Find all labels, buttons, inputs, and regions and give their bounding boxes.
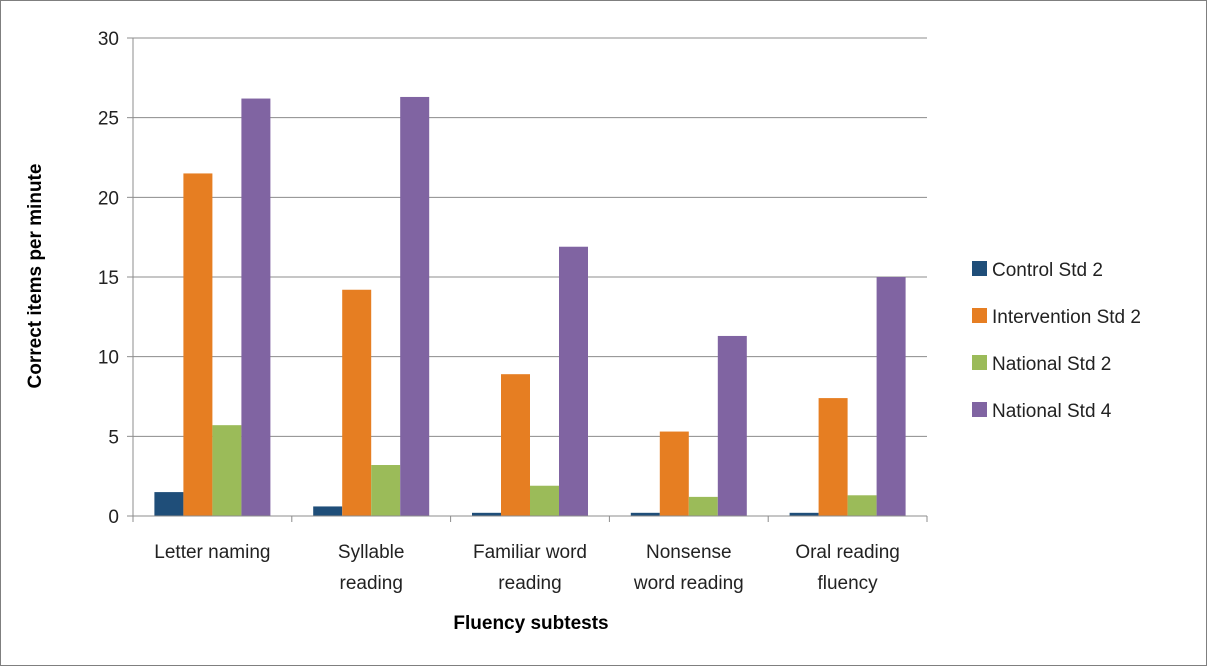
legend-label: Intervention Std 2 [992,307,1141,328]
x-tick-label: reading [340,573,403,594]
bar [342,289,372,516]
bar [659,431,689,516]
x-tick-label: reading [498,573,561,594]
y-tick-label: 5 [108,427,119,448]
x-tick-label: word reading [633,573,744,594]
x-tick-label: Syllable [338,542,405,563]
bar [472,512,501,516]
bar [241,98,271,517]
bar [183,173,213,516]
legend: Control Std 2 Intervention Std 2 National … [972,260,1141,422]
x-tick-label: Letter naming [154,542,270,563]
legend-label: National Std 2 [992,354,1111,375]
bar [313,506,343,516]
bar [212,425,242,516]
y-tick-label: 25 [98,109,119,130]
legend-label: Control Std 2 [992,260,1103,281]
bar [717,335,747,516]
bar [530,485,559,516]
y-tick-label: 20 [98,188,119,209]
bar [847,495,877,516]
x-tick-label: fluency [817,573,878,594]
legend-swatch [972,261,987,276]
y-tick-label: 10 [98,348,119,369]
bar [688,496,718,516]
bar [818,398,848,516]
legend-swatch [972,355,987,370]
bar [400,96,430,516]
bar [559,246,588,516]
y-tick-label: 0 [108,507,119,528]
legend-swatch [972,308,987,323]
bar [789,512,819,516]
bar-series-group [154,96,906,517]
y-tick-label: 15 [98,268,119,289]
bar [876,277,906,516]
bar [154,492,184,516]
x-tick-label: Familiar word [473,542,587,563]
y-tick-labels: 0 5 10 15 20 25 30 [98,29,119,528]
x-tick-labels: Letter naming Syllable reading Familiar wor… [154,542,900,594]
y-axis-title: Correct items per minute [25,164,46,389]
legend-swatch [972,402,987,417]
x-tick-label: Nonsense [646,542,732,563]
x-tick-label: Oral reading [795,542,900,563]
legend-label: National Std 4 [992,401,1112,422]
bar [630,512,660,516]
x-axis-title: Fluency subtests [453,613,608,634]
axes [127,37,928,522]
y-tick-label: 30 [98,29,119,50]
bar [371,465,401,516]
bar [501,374,530,516]
